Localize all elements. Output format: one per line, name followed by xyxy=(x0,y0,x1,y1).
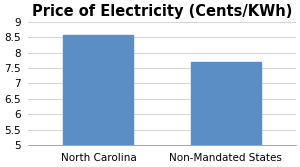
Bar xyxy=(63,35,134,167)
Title: Price of Electricity (Cents/KWh): Price of Electricity (Cents/KWh) xyxy=(32,4,292,19)
Bar xyxy=(191,62,261,167)
